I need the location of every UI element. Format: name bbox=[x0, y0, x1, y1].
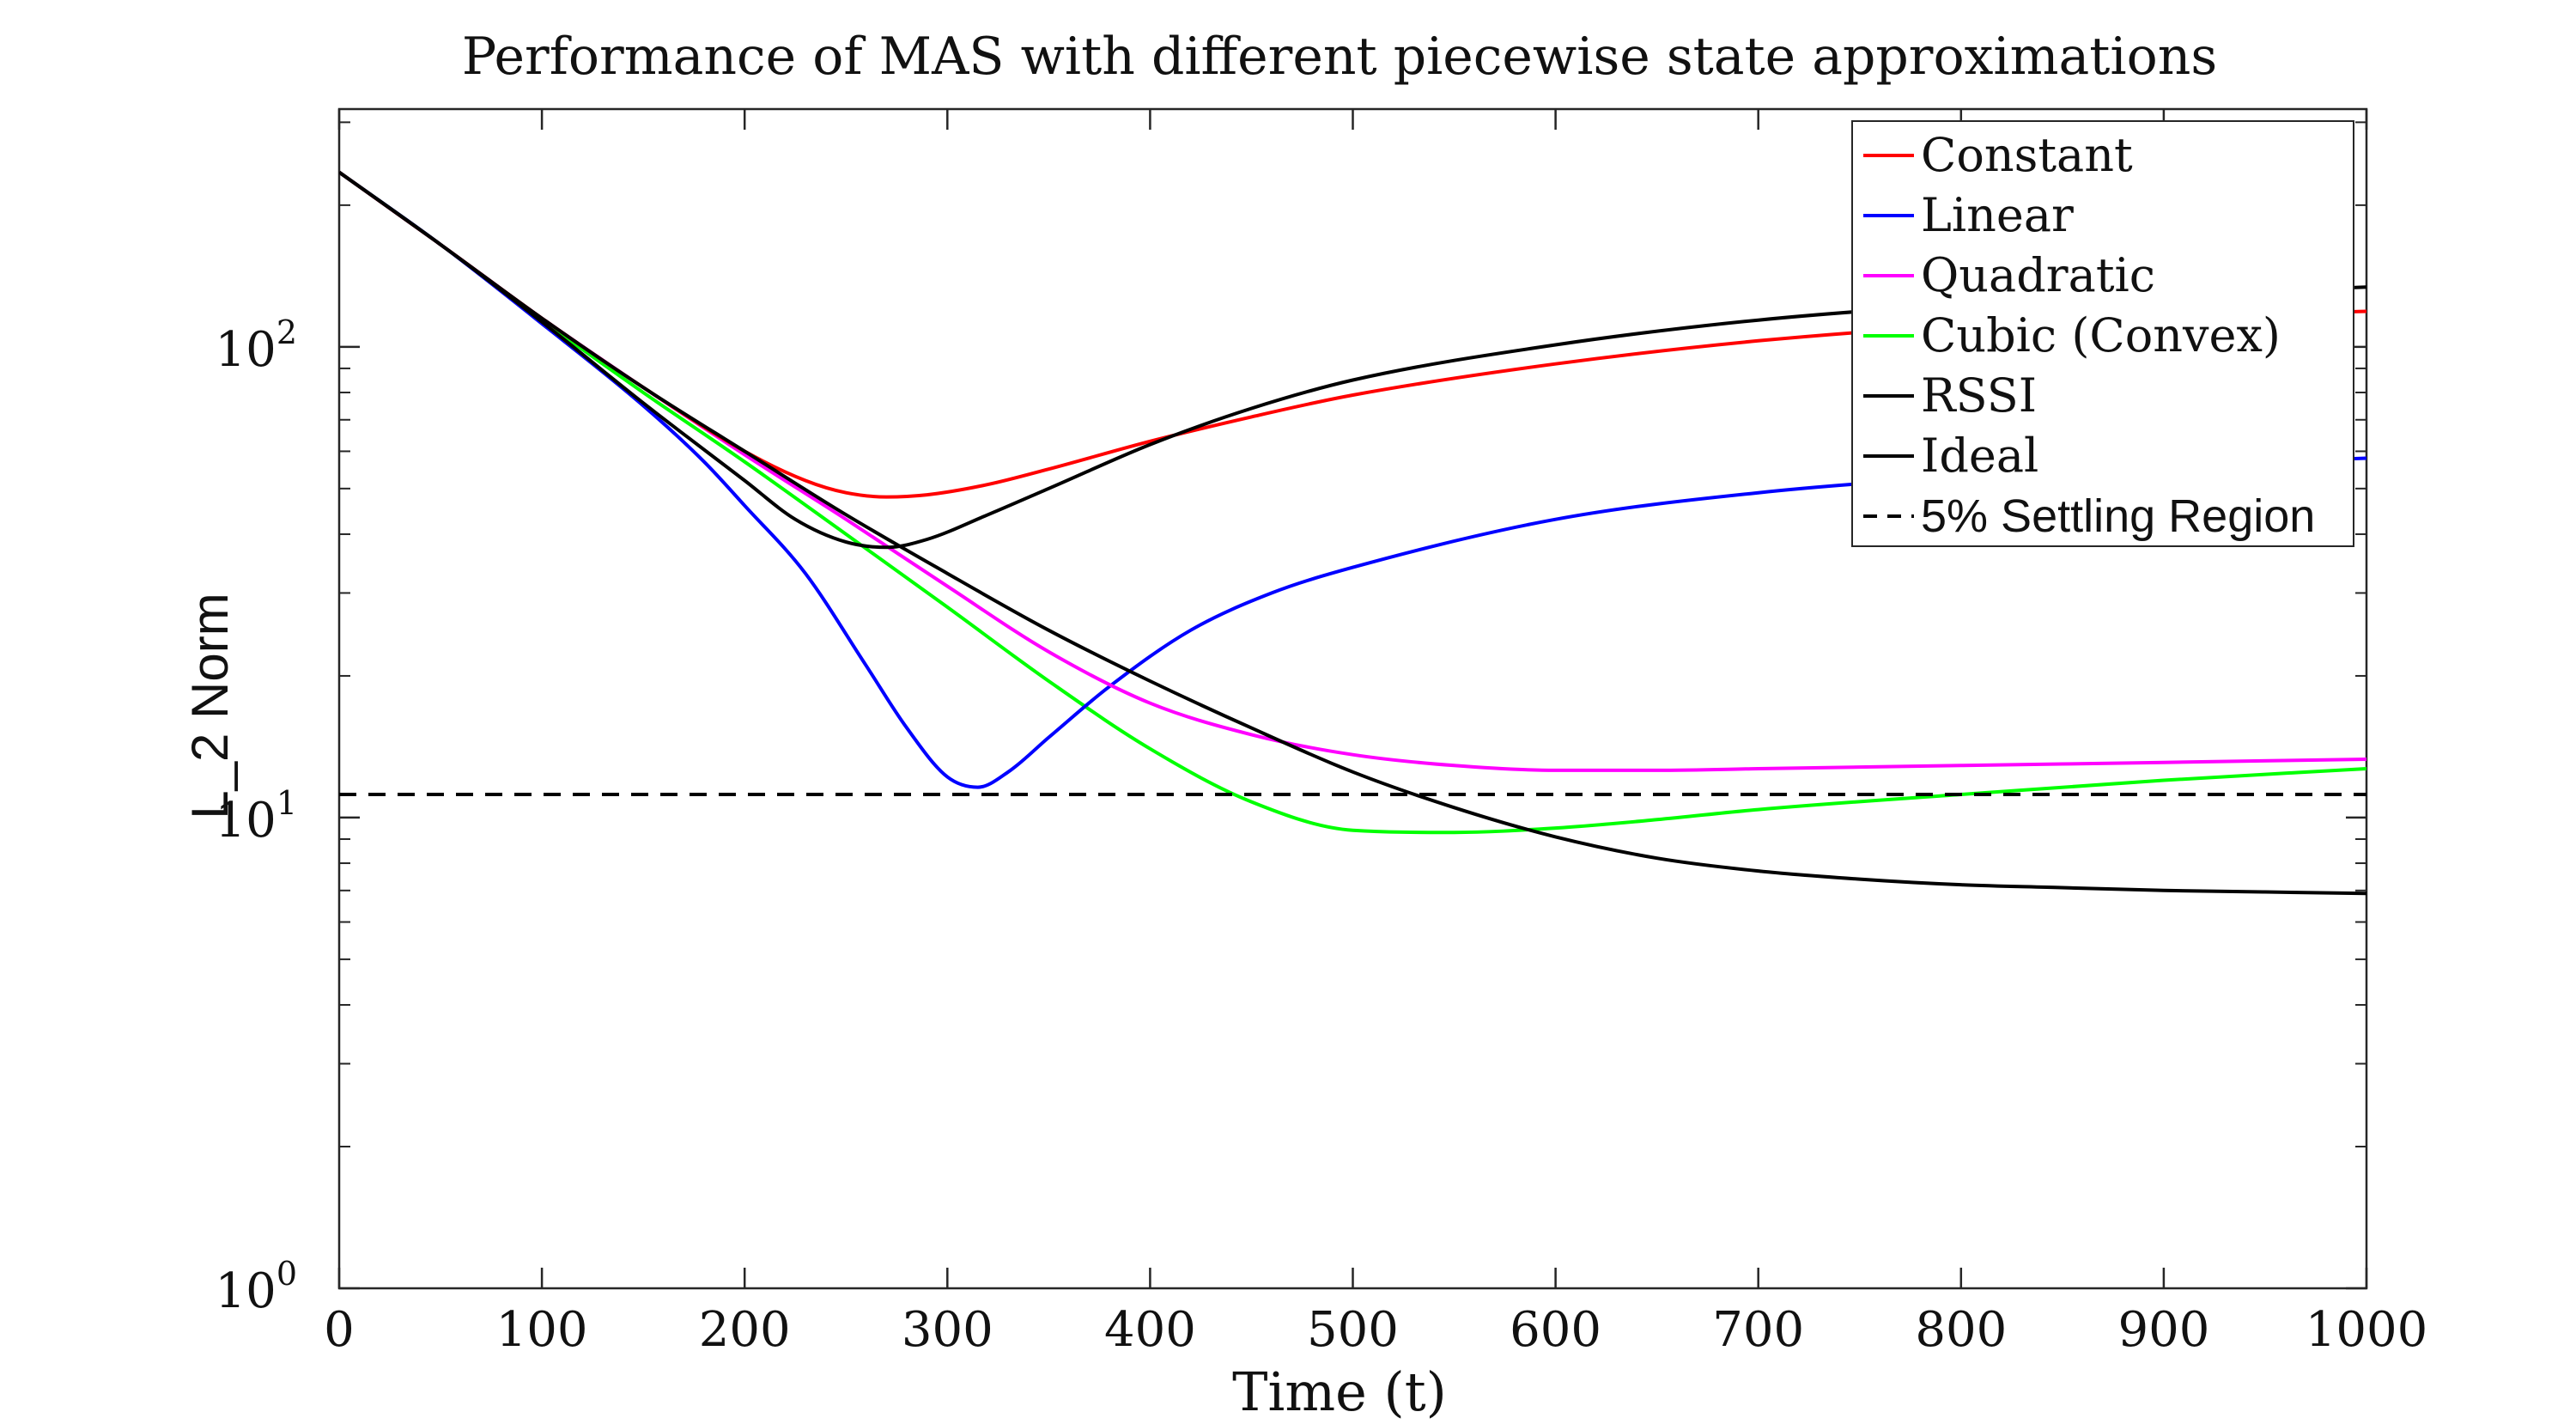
x-tick-label: 900 bbox=[2117, 1302, 2209, 1358]
legend-label: Constant bbox=[1921, 128, 2133, 182]
legend-label: Ideal bbox=[1921, 429, 2038, 483]
legend: Constant Linear Quadratic Cubic (Convex) RSS… bbox=[1851, 120, 2354, 547]
legend-item: Quadratic bbox=[1863, 248, 2155, 302]
legend-label: 5% Settling Region bbox=[1921, 490, 2315, 542]
y-axis-label: L_2 Norm bbox=[181, 593, 239, 818]
legend-label: Quadratic bbox=[1921, 248, 2155, 302]
x-tick-label: 300 bbox=[902, 1302, 993, 1358]
y-tick-label: 100 bbox=[216, 1255, 297, 1319]
series-line-cubic-convex bbox=[339, 170, 2366, 835]
legend-label: Cubic (Convex) bbox=[1921, 308, 2281, 362]
legend-item: 5% Settling Region bbox=[1863, 490, 2315, 542]
x-axis-label: Time (t) bbox=[1232, 1360, 1447, 1423]
y-tick-label: 102 bbox=[216, 313, 297, 378]
legend-item: Ideal bbox=[1863, 429, 2038, 483]
legend-label: Linear bbox=[1921, 188, 2074, 242]
x-tick-label: 1000 bbox=[2306, 1302, 2428, 1358]
chart-title: Performance of MAS with different piecew… bbox=[462, 27, 2217, 87]
x-tick-label: 600 bbox=[1510, 1302, 1601, 1358]
legend-item: Constant bbox=[1863, 128, 2133, 182]
legend-label: RSSI bbox=[1921, 368, 2037, 423]
x-tick-label: 500 bbox=[1307, 1302, 1399, 1358]
x-tick-label: 0 bbox=[324, 1302, 355, 1358]
legend-item: Linear bbox=[1863, 188, 2074, 242]
legend-item: Cubic (Convex) bbox=[1863, 308, 2281, 362]
x-tick-label: 400 bbox=[1104, 1302, 1196, 1358]
x-tick-label: 700 bbox=[1712, 1302, 1804, 1358]
legend-box bbox=[1851, 120, 2354, 547]
x-tick-label: 800 bbox=[1915, 1302, 2007, 1358]
y-tick-label: 101 bbox=[216, 784, 297, 849]
series-line-ideal bbox=[339, 170, 2366, 896]
plot-area: 0 100 200 300 400 500 600 700 800 900 1000 100 101 10… bbox=[216, 107, 2428, 1358]
x-tick-label: 200 bbox=[699, 1302, 791, 1358]
x-tick-label: 100 bbox=[496, 1302, 588, 1358]
legend-item: RSSI bbox=[1863, 368, 2037, 423]
series-line-linear bbox=[339, 170, 2366, 789]
